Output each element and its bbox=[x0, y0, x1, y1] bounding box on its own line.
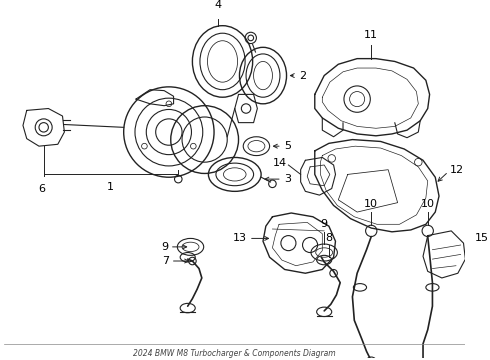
Text: 6: 6 bbox=[38, 184, 45, 194]
Text: 14: 14 bbox=[272, 158, 287, 168]
Text: 1: 1 bbox=[107, 182, 114, 192]
Text: 11: 11 bbox=[364, 30, 378, 40]
Text: 5: 5 bbox=[285, 141, 292, 151]
Text: 9: 9 bbox=[161, 242, 168, 252]
Text: 2: 2 bbox=[299, 71, 306, 81]
Text: 13: 13 bbox=[233, 233, 247, 243]
Text: 10: 10 bbox=[421, 199, 435, 209]
Text: 3: 3 bbox=[285, 174, 292, 184]
Text: 2024 BMW M8 Turbocharger & Components Diagram: 2024 BMW M8 Turbocharger & Components Di… bbox=[133, 349, 336, 358]
Text: 8: 8 bbox=[325, 233, 332, 243]
Text: 9: 9 bbox=[320, 219, 328, 229]
Text: 10: 10 bbox=[364, 199, 378, 209]
Text: 7: 7 bbox=[162, 256, 169, 266]
Text: 15: 15 bbox=[475, 233, 489, 243]
Text: 12: 12 bbox=[450, 165, 465, 175]
Text: 4: 4 bbox=[214, 0, 221, 10]
